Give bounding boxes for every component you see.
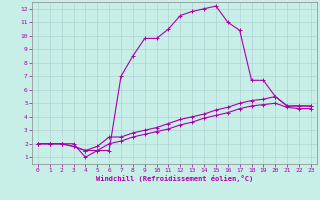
X-axis label: Windchill (Refroidissement éolien,°C): Windchill (Refroidissement éolien,°C) (96, 175, 253, 182)
